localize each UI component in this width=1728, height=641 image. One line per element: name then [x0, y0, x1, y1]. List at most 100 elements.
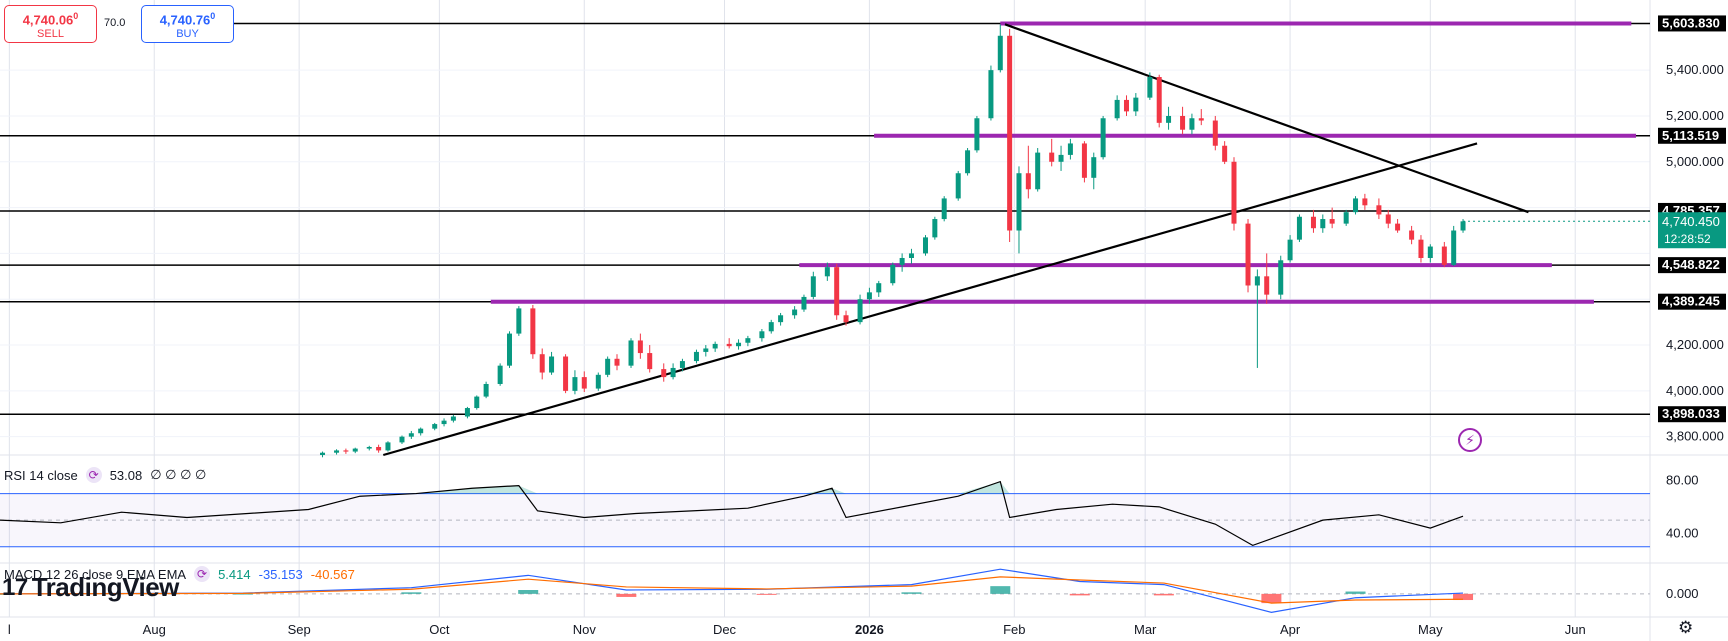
candle-body — [1049, 152, 1055, 162]
candle-body — [670, 367, 676, 378]
price-tick-label: 5,400.000 — [1666, 62, 1724, 77]
candle-body — [857, 299, 863, 323]
price-level-label: 5,603.830 — [1662, 15, 1720, 30]
candle-body — [899, 257, 905, 265]
sell-label: SELL — [37, 28, 64, 41]
candle-body — [801, 296, 807, 310]
candle-body — [385, 442, 391, 451]
rsi-tick-label: 80.00 — [1666, 472, 1699, 487]
trendline — [382, 142, 1478, 457]
candle-body — [549, 356, 555, 373]
macd-zero-label: 0.000 — [1666, 586, 1699, 601]
candle-body — [1100, 118, 1106, 158]
candle-body — [474, 396, 480, 409]
candle-body — [1451, 230, 1457, 265]
macd-histogram-bar — [756, 593, 777, 595]
macd-signal-value: -35.153 — [258, 566, 303, 582]
time-label: Aug — [143, 622, 166, 637]
price-tick-label: 4,000.000 — [1666, 383, 1724, 398]
candle-body — [1418, 239, 1424, 258]
countdown-label: 12:28:52 — [1664, 232, 1711, 246]
candle-body — [726, 343, 732, 347]
price-level-label-box — [1658, 127, 1726, 144]
price-tick-label: 5,000.000 — [1666, 154, 1724, 169]
candle-body — [745, 338, 751, 343]
cycle-icon[interactable]: ⟳ — [85, 467, 102, 483]
candle-body — [1081, 143, 1087, 178]
candle-body — [941, 198, 947, 220]
candle-body — [843, 315, 849, 323]
candle-body — [1189, 118, 1195, 130]
candle-body — [1460, 221, 1466, 231]
candle-body — [1427, 246, 1433, 258]
candle-body — [1320, 219, 1326, 229]
macd-histogram-bar — [1153, 593, 1174, 596]
price-level-label-box — [1658, 293, 1726, 310]
cycle-icon[interactable]: ⟳ — [194, 566, 211, 582]
candle-body — [1278, 260, 1284, 295]
macd-line — [0, 568, 1464, 613]
rsi-legend[interactable]: RSI 14 close ⟳ 53.08 ∅ ∅ ∅ ∅ — [4, 467, 206, 483]
price-level-label: 4,389.245 — [1662, 294, 1720, 309]
macd-histogram-bar — [901, 592, 922, 594]
candle-body — [418, 428, 424, 434]
candle-body — [320, 452, 326, 455]
time-label: Oct — [429, 622, 450, 637]
gear-icon[interactable]: ⚙ — [1678, 618, 1694, 637]
rsi-extra: ∅ ∅ ∅ ∅ — [150, 467, 207, 482]
candle-body — [1231, 161, 1237, 224]
candle-body — [1166, 115, 1172, 123]
candle-body — [628, 340, 634, 366]
candle-body — [506, 333, 512, 366]
candle-body — [1123, 99, 1129, 112]
current-price-label: 4,740.450 — [1662, 214, 1720, 229]
candle-body — [1058, 154, 1064, 162]
candle-body — [1409, 230, 1415, 240]
candle-body — [516, 308, 522, 334]
candle-body — [965, 150, 971, 174]
rsi-name: RSI 14 close — [4, 467, 78, 483]
price-tick-label: 4,200.000 — [1666, 337, 1724, 352]
candle-body — [432, 424, 438, 429]
candle-body — [595, 374, 601, 389]
current-price-box — [1658, 212, 1726, 249]
candle-body — [922, 237, 928, 254]
buy-button[interactable]: 4,740.760 BUY — [141, 5, 234, 43]
rsi-overbought-fill — [0, 481, 1464, 494]
candle-body — [955, 173, 961, 199]
candle-body — [679, 361, 685, 368]
candle-body — [408, 433, 414, 437]
rsi-tick-label: 40.00 — [1666, 525, 1699, 540]
candle-body — [768, 322, 774, 332]
candle-body — [539, 354, 545, 373]
candle-body — [908, 253, 914, 258]
time-label: May — [1418, 622, 1443, 637]
candle-body — [1025, 173, 1031, 190]
candle-body — [334, 450, 340, 453]
candle-body — [1329, 219, 1335, 224]
sell-button[interactable]: 4,740.060 SELL — [4, 5, 97, 43]
candle-body — [366, 446, 372, 449]
lightning-icon[interactable]: ⚡ — [1458, 428, 1482, 452]
candle-body — [759, 331, 765, 339]
candle-body — [1441, 246, 1447, 265]
candle-body — [693, 351, 699, 362]
price-level-label: 3,898.033 — [1662, 406, 1720, 421]
candle-body — [1353, 198, 1359, 213]
macd-legend[interactable]: MACD 12 26 close 9 EMA EMA ⟳ 5.414 -35.1… — [4, 566, 355, 582]
candle-body — [1362, 198, 1368, 206]
candle-body — [1156, 77, 1162, 123]
candle-body — [824, 267, 830, 277]
price-level-label-box — [1658, 15, 1726, 32]
logo-mark: 17 — [2, 573, 28, 601]
candle-body — [1385, 214, 1391, 224]
macd-histogram-bar — [1069, 593, 1090, 596]
price-tick-label: 5,200.000 — [1666, 108, 1724, 123]
candle-body — [661, 369, 667, 378]
candle-body — [1310, 216, 1316, 229]
candle-body — [1287, 239, 1293, 261]
candle-body — [563, 356, 569, 391]
candle-body — [399, 436, 405, 443]
candle-body — [1133, 97, 1139, 112]
